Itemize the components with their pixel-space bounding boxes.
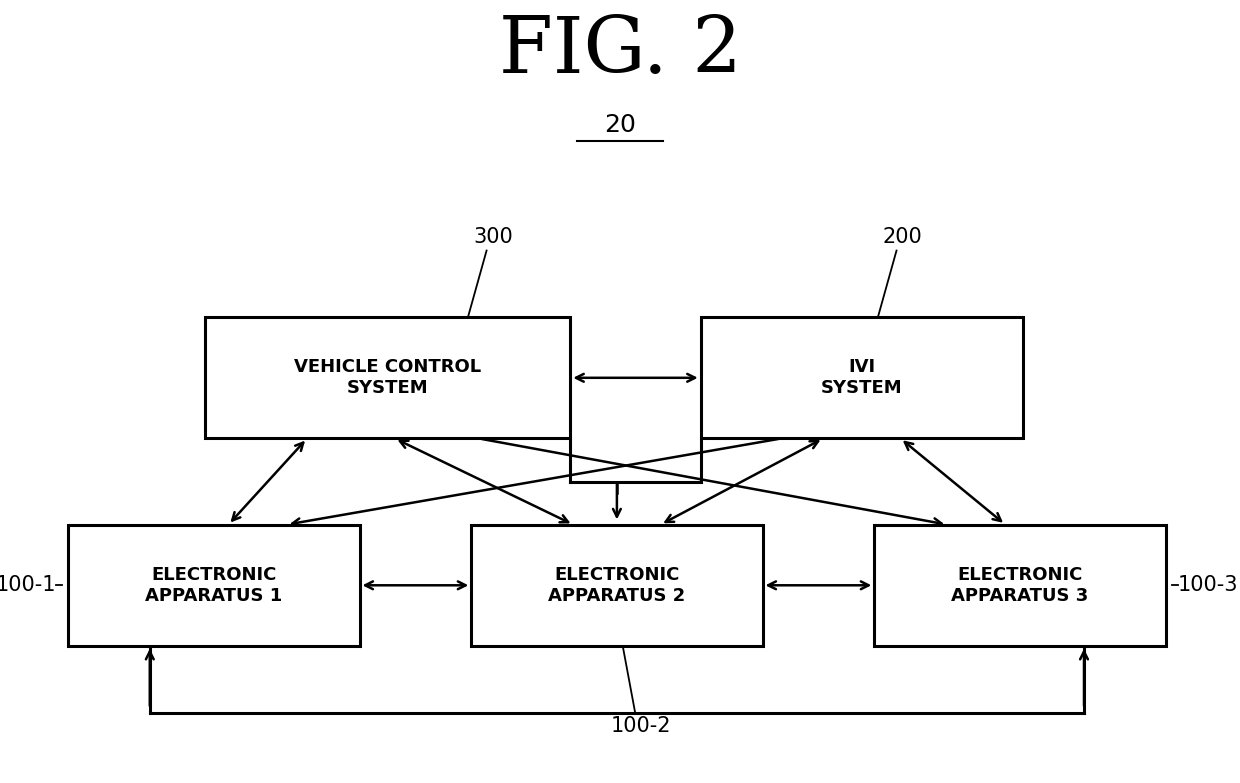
FancyBboxPatch shape [874,525,1166,646]
FancyBboxPatch shape [68,525,360,646]
Text: ELECTRONIC
APPARATUS 2: ELECTRONIC APPARATUS 2 [548,566,686,604]
FancyBboxPatch shape [471,525,763,646]
Text: ELECTRONIC
APPARATUS 1: ELECTRONIC APPARATUS 1 [145,566,283,604]
Text: ELECTRONIC
APPARATUS 3: ELECTRONIC APPARATUS 3 [951,566,1089,604]
Text: 200: 200 [883,226,923,247]
Text: 100-1: 100-1 [0,576,56,595]
FancyBboxPatch shape [701,317,1023,438]
Text: 100-3: 100-3 [1178,576,1239,595]
Text: 100-2: 100-2 [611,716,672,737]
Text: FIG. 2: FIG. 2 [498,13,742,88]
Text: IVI
SYSTEM: IVI SYSTEM [821,359,903,397]
Text: VEHICLE CONTROL
SYSTEM: VEHICLE CONTROL SYSTEM [294,359,481,397]
Text: 20: 20 [604,113,636,137]
FancyBboxPatch shape [205,317,570,438]
Text: 300: 300 [472,226,512,247]
